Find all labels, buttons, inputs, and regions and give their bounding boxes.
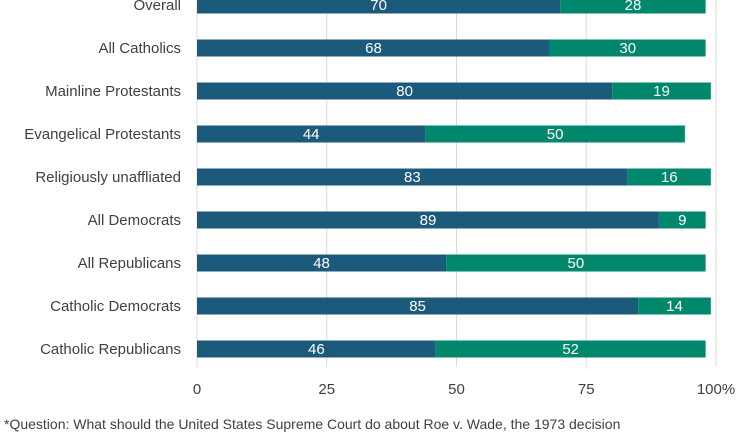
data-label: 16 — [661, 169, 678, 186]
bar-segment-series-2 — [658, 211, 706, 229]
data-label: 89 — [420, 212, 437, 229]
data-label: 52 — [562, 341, 579, 358]
bar-segment-series-2 — [549, 39, 706, 57]
bar-segment-series-1 — [197, 82, 613, 100]
bar-segment-series-2 — [435, 340, 706, 358]
category-label: All Catholics — [98, 40, 181, 57]
data-label: 44 — [303, 126, 320, 143]
footnote: *Question: What should the United States… — [4, 416, 621, 432]
data-label: 50 — [547, 126, 564, 143]
data-label: 68 — [365, 40, 382, 57]
bar-segment-series-1 — [197, 0, 561, 14]
data-label: 70 — [370, 0, 387, 14]
bar-segment-series-1 — [197, 340, 436, 358]
bar-segment-series-2 — [446, 254, 706, 272]
category-label: All Republicans — [78, 255, 181, 272]
category-labels: Overall All Catholics Mainline Protestants… — [24, 0, 181, 358]
data-label: 83 — [404, 169, 421, 186]
bar-segment-series-2 — [627, 168, 711, 186]
data-label: 50 — [568, 255, 585, 272]
data-label: 30 — [619, 40, 636, 57]
x-tick-label: 100% — [697, 381, 735, 398]
data-label: 9 — [678, 212, 686, 229]
data-label: 85 — [409, 298, 426, 315]
category-label: Catholic Democrats — [50, 298, 181, 315]
category-label: Evangelical Protestants — [24, 126, 181, 143]
category-label: Catholic Republicans — [40, 341, 181, 358]
bar-segment-series-1 — [197, 254, 447, 272]
data-label: 14 — [666, 298, 683, 315]
bars: 70 28 68 30 80 19 44 50 83 16 89 9 48 50 85 14 46 52 — [197, 0, 711, 358]
bar-segment-series-1 — [197, 168, 628, 186]
data-label: 19 — [653, 83, 670, 100]
bar-segment-series-2 — [560, 0, 706, 14]
bar-segment-series-1 — [197, 211, 659, 229]
category-label: Overall — [133, 0, 181, 14]
x-axis-ticks: 0 25 50 75 100% — [193, 381, 735, 398]
category-label: Mainline Protestants — [45, 83, 181, 100]
x-tick-label: 50 — [448, 381, 465, 398]
data-label: 48 — [313, 255, 330, 272]
x-tick-label: 0 — [193, 381, 201, 398]
category-label: All Democrats — [88, 212, 181, 229]
bar-segment-series-1 — [197, 39, 550, 57]
bar-segment-series-1 — [197, 297, 639, 315]
bar-segment-series-2 — [612, 82, 711, 100]
data-label: 28 — [625, 0, 642, 14]
data-label: 46 — [308, 341, 325, 358]
bar-segment-series-2 — [638, 297, 711, 315]
bar-segment-series-2 — [425, 125, 685, 143]
x-tick-label: 25 — [318, 381, 335, 398]
bar-segment-series-1 — [197, 125, 426, 143]
x-tick-label: 75 — [578, 381, 595, 398]
category-label: Religiously unaffliated — [35, 169, 181, 186]
data-label: 80 — [396, 83, 413, 100]
